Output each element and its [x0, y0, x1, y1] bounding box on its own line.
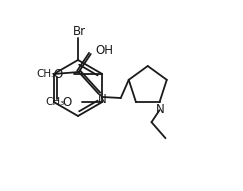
- Text: Br: Br: [72, 24, 86, 37]
- Text: O: O: [54, 67, 63, 80]
- Text: N: N: [97, 92, 106, 105]
- Text: CH₃: CH₃: [46, 97, 65, 107]
- Text: OH: OH: [96, 44, 114, 57]
- Text: O: O: [63, 96, 72, 108]
- Text: N: N: [156, 103, 165, 116]
- Text: CH₃: CH₃: [37, 69, 56, 79]
